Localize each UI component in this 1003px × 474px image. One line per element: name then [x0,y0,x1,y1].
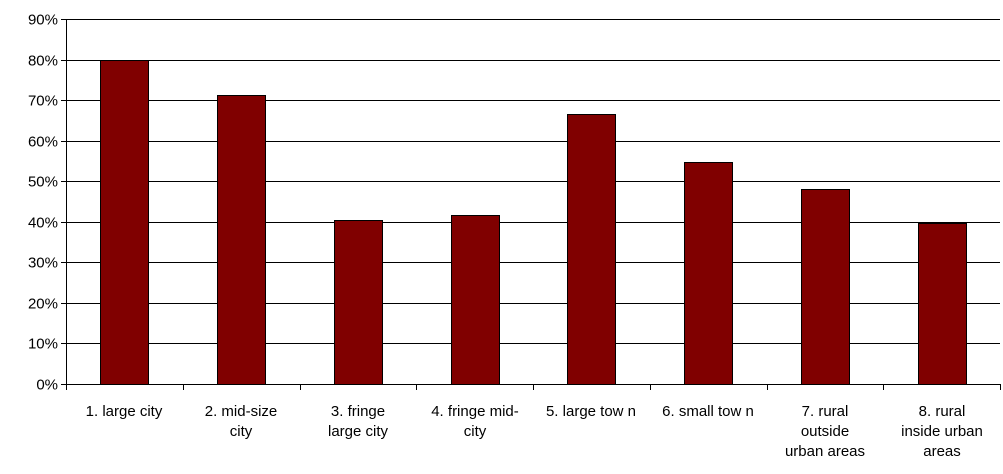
y-tick-label: 50% [28,174,58,191]
y-tick-label: 90% [28,12,58,29]
y-tick-label: 0% [36,377,58,394]
y-tick-labels: 0% 10% 20% 30% 40% 50% 60% 70% 80% 90% [28,12,58,394]
x-tick-label: 4. fringe mid- city [431,403,519,440]
y-tick-label: 70% [28,93,58,110]
y-tick-label: 30% [28,255,58,272]
y-tick-label: 20% [28,296,58,313]
y-tick-label: 60% [28,134,58,151]
x-tick-label: 5. large tow n [545,403,637,420]
gridlines [66,19,1000,344]
bars [100,60,967,385]
bar [684,162,733,385]
x-tick-label: 6. small tow n [662,403,754,420]
bar [100,60,149,385]
y-tick-label: 40% [28,215,58,232]
bar [918,223,967,385]
y-tick-label: 80% [28,53,58,70]
bar [334,220,383,385]
bar [567,114,616,385]
bar [451,215,500,385]
x-tick-label: 8. rural inside urban areas [901,403,983,460]
x-tick-label: 2. mid-size city [204,403,278,440]
bar [217,95,266,385]
y-tick-label: 10% [28,336,58,353]
axes [61,19,1001,390]
x-tick-label: 3. fringe large city [327,403,389,440]
x-tick-label: 7. rural outside urban areas [784,403,866,460]
x-tick-label: 1. large city [85,403,163,420]
bar [801,189,850,385]
